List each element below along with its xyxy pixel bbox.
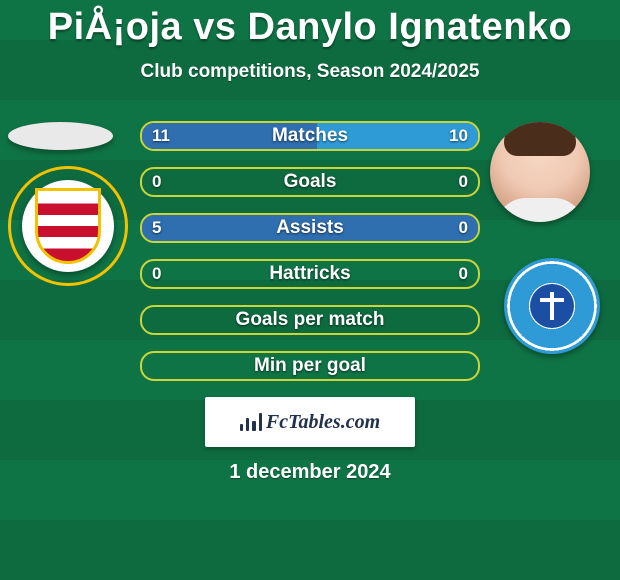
stat-row: Matches11 10 (140, 121, 480, 151)
club-right-badge (504, 258, 600, 354)
stat-label: Goals per match (142, 307, 478, 333)
season-subtitle: Club competitions, Season 2024/2025 (0, 61, 620, 83)
stat-label: Min per goal (142, 353, 478, 379)
stat-label: Assists (142, 215, 478, 241)
stats-container: Matches1110Goals00Assists50Hattricks00Go… (140, 121, 480, 381)
snapshot-date: 1 december 2024 (0, 461, 620, 484)
stat-value-right: 0 (459, 215, 468, 241)
stat-label: Matches (142, 123, 478, 149)
player-right-photo (490, 122, 590, 222)
stat-label: Goals (142, 169, 478, 195)
stat-value-left: 0 (152, 261, 161, 287)
stat-row: Goals per match (140, 305, 480, 335)
stat-label: Hattricks (142, 261, 478, 287)
stat-row: Hattricks0 0 (140, 259, 480, 289)
brand-bars-icon (240, 413, 262, 431)
stat-value-left: 0 (152, 169, 161, 195)
stat-value-right: 0 (459, 261, 468, 287)
stat-value-left: 5 (152, 215, 161, 241)
brand-text: FcTables.com (266, 411, 380, 434)
stat-value-right: 10 (449, 123, 468, 149)
stat-value-right: 0 (459, 169, 468, 195)
club-left-badge (22, 180, 114, 272)
stat-row: Goals0 0 (140, 167, 480, 197)
page-title: PiÅ¡oja vs Danylo Ignatenko (0, 0, 620, 49)
stat-row: Assists5 0 (140, 213, 480, 243)
stat-value-left: 11 (152, 123, 170, 149)
player-left-photo (8, 122, 113, 150)
brand-box: FcTables.com (205, 397, 415, 447)
stat-row: Min per goal (140, 351, 480, 381)
